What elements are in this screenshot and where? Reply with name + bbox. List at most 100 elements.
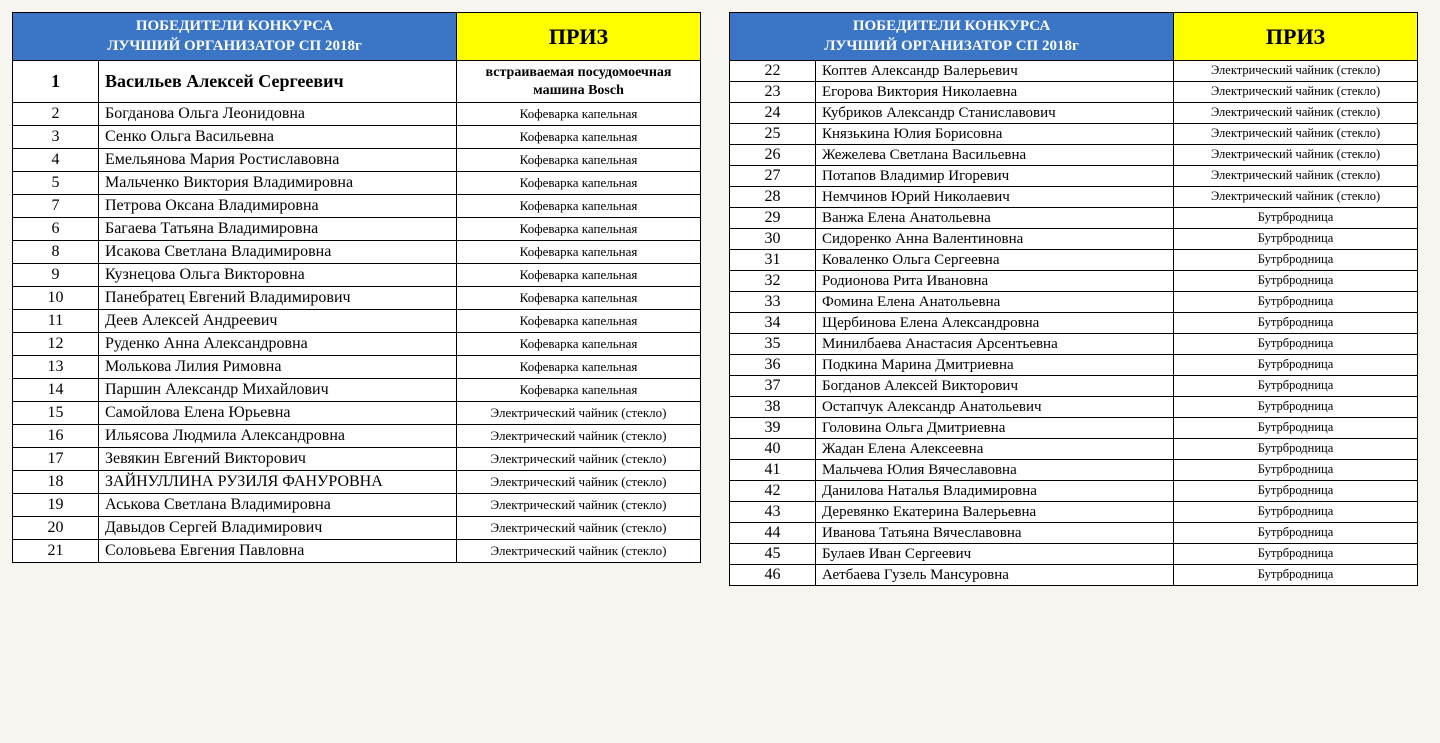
row-number: 6 xyxy=(13,218,99,241)
row-number: 27 xyxy=(730,166,816,187)
row-number: 26 xyxy=(730,145,816,166)
prize-value: Электрический чайник (стекло) xyxy=(1174,124,1418,145)
winner-name: Аськова Светлана Владимировна xyxy=(99,494,457,517)
table-row: 28Немчинов Юрий НиколаевичЭлектрический … xyxy=(730,187,1418,208)
prize-value: Электрический чайник (стекло) xyxy=(457,425,701,448)
row-number: 7 xyxy=(13,195,99,218)
winner-name: Ванжа Елена Анатольевна xyxy=(816,208,1174,229)
winner-name: Родионова Рита Ивановна xyxy=(816,271,1174,292)
prize-value: Бутрбродница xyxy=(1174,376,1418,397)
table-row: 21Соловьева Евгения ПавловнаЭлектрически… xyxy=(13,540,701,563)
prize-value: Электрический чайник (стекло) xyxy=(1174,61,1418,82)
winner-name: Емельянова Мария Ростиславовна xyxy=(99,149,457,172)
table-row: 19Аськова Светлана ВладимировнаЭлектриче… xyxy=(13,494,701,517)
row-number: 42 xyxy=(730,481,816,502)
winner-name: Фомина Елена Анатольевна xyxy=(816,292,1174,313)
table-row: 39Головина Ольга ДмитриевнаБутрбродница xyxy=(730,418,1418,439)
row-number: 1 xyxy=(13,61,99,103)
title-line2: ЛУЧШИЙ ОРГАНИЗАТОР СП 2018г xyxy=(107,38,362,54)
table-row: 2Богданова Ольга ЛеонидовнаКофеварка кап… xyxy=(13,103,701,126)
winner-name: Паршин Александр Михайлович xyxy=(99,379,457,402)
prize-header: ПРИЗ xyxy=(457,13,701,61)
prize-value: Кофеварка капельная xyxy=(457,218,701,241)
prize-value: Электрический чайник (стекло) xyxy=(1174,187,1418,208)
table-row: 15Самойлова Елена ЮрьевнаЭлектрический ч… xyxy=(13,402,701,425)
prize-value: Электрический чайник (стекло) xyxy=(457,448,701,471)
row-number: 2 xyxy=(13,103,99,126)
row-number: 29 xyxy=(730,208,816,229)
prize-value: Бутрбродница xyxy=(1174,250,1418,271)
table-row: 36Подкина Марина ДмитриевнаБутрбродница xyxy=(730,355,1418,376)
table-row: 44Иванова Татьяна ВячеславовнаБутрбродни… xyxy=(730,523,1418,544)
table-row: 17Зевякин Евгений ВикторовичЭлектрически… xyxy=(13,448,701,471)
prize-header: ПРИЗ xyxy=(1174,13,1418,61)
winner-name: Кубриков Александр Станиславович xyxy=(816,103,1174,124)
winner-name: Богданова Ольга Леонидовна xyxy=(99,103,457,126)
table-row: 46Аетбаева Гузель МансуровнаБутрбродница xyxy=(730,565,1418,586)
winner-name: Исакова Светлана Владимировна xyxy=(99,241,457,264)
table-row: 8Исакова Светлана ВладимировнаКофеварка … xyxy=(13,241,701,264)
table-row: 14Паршин Александр МихайловичКофеварка к… xyxy=(13,379,701,402)
table-row: 25Князькина Юлия БорисовнаЭлектрический … xyxy=(730,124,1418,145)
winner-name: Мальченко Виктория Владимировна xyxy=(99,172,457,195)
table-row: 1Васильев Алексей Сергеевичвстраиваемая … xyxy=(13,61,701,103)
row-number: 36 xyxy=(730,355,816,376)
prize-value: Электрический чайник (стекло) xyxy=(457,517,701,540)
winner-name: Булаев Иван Сергеевич xyxy=(816,544,1174,565)
table-row: 6Багаева Татьяна ВладимировнаКофеварка к… xyxy=(13,218,701,241)
prize-value: Бутрбродница xyxy=(1174,313,1418,334)
winner-name: Данилова Наталья Владимировна xyxy=(816,481,1174,502)
prize-value: Кофеварка капельная xyxy=(457,264,701,287)
table-row: 43Деревянко Екатерина ВалерьевнаБутрброд… xyxy=(730,502,1418,523)
row-number: 10 xyxy=(13,287,99,310)
prize-value: Кофеварка капельная xyxy=(457,103,701,126)
header-row: ПОБЕДИТЕЛИ КОНКУРСА ЛУЧШИЙ ОРГАНИЗАТОР С… xyxy=(13,13,701,61)
row-number: 12 xyxy=(13,333,99,356)
prize-value: Кофеварка капельная xyxy=(457,149,701,172)
row-number: 5 xyxy=(13,172,99,195)
table-row: 32Родионова Рита ИвановнаБутрбродница xyxy=(730,271,1418,292)
prize-value: Кофеварка капельная xyxy=(457,172,701,195)
winner-name: Щербинова Елена Александровна xyxy=(816,313,1174,334)
prize-value: Кофеварка капельная xyxy=(457,379,701,402)
table-row: 12Руденко Анна АлександровнаКофеварка ка… xyxy=(13,333,701,356)
title-line2: ЛУЧШИЙ ОРГАНИЗАТОР СП 2018г xyxy=(824,38,1079,54)
prize-value: Бутрбродница xyxy=(1174,271,1418,292)
winner-name: Жежелева Светлана Васильевна xyxy=(816,145,1174,166)
table-row: 33Фомина Елена АнатольевнаБутрбродница xyxy=(730,292,1418,313)
row-number: 25 xyxy=(730,124,816,145)
table-row: 16Ильясова Людмила АлександровнаЭлектрич… xyxy=(13,425,701,448)
row-number: 8 xyxy=(13,241,99,264)
row-number: 23 xyxy=(730,82,816,103)
prize-value: Бутрбродница xyxy=(1174,397,1418,418)
table-row: 7Петрова Оксана ВладимировнаКофеварка ка… xyxy=(13,195,701,218)
prize-value: Электрический чайник (стекло) xyxy=(457,494,701,517)
row-number: 35 xyxy=(730,334,816,355)
winner-name: Аетбаева Гузель Мансуровна xyxy=(816,565,1174,586)
table-row: 4Емельянова Мария РостиславовнаКофеварка… xyxy=(13,149,701,172)
row-number: 4 xyxy=(13,149,99,172)
winner-name: Иванова Татьяна Вячеславовна xyxy=(816,523,1174,544)
prize-value: Кофеварка капельная xyxy=(457,287,701,310)
prize-value: Кофеварка капельная xyxy=(457,356,701,379)
prize-value: Бутрбродница xyxy=(1174,502,1418,523)
row-number: 40 xyxy=(730,439,816,460)
table-row: 20Давыдов Сергей ВладимировичЭлектрическ… xyxy=(13,517,701,540)
winner-name: Князькина Юлия Борисовна xyxy=(816,124,1174,145)
table-row: 29Ванжа Елена АнатольевнаБутрбродница xyxy=(730,208,1418,229)
prize-value: Кофеварка капельная xyxy=(457,333,701,356)
winner-name: Богданов Алексей Викторович xyxy=(816,376,1174,397)
table-row: 37Богданов Алексей ВикторовичБутрбродниц… xyxy=(730,376,1418,397)
prize-value: Электрический чайник (стекло) xyxy=(1174,166,1418,187)
table-row: 38Остапчук Александр АнатольевичБутрброд… xyxy=(730,397,1418,418)
table-row: 23Егорова Виктория НиколаевнаЭлектрическ… xyxy=(730,82,1418,103)
winner-name: Деревянко Екатерина Валерьевна xyxy=(816,502,1174,523)
winner-name: Руденко Анна Александровна xyxy=(99,333,457,356)
prize-value: Бутрбродница xyxy=(1174,208,1418,229)
winner-name: Деев Алексей Андреевич xyxy=(99,310,457,333)
row-number: 32 xyxy=(730,271,816,292)
row-number: 46 xyxy=(730,565,816,586)
row-number: 16 xyxy=(13,425,99,448)
row-number: 37 xyxy=(730,376,816,397)
row-number: 28 xyxy=(730,187,816,208)
